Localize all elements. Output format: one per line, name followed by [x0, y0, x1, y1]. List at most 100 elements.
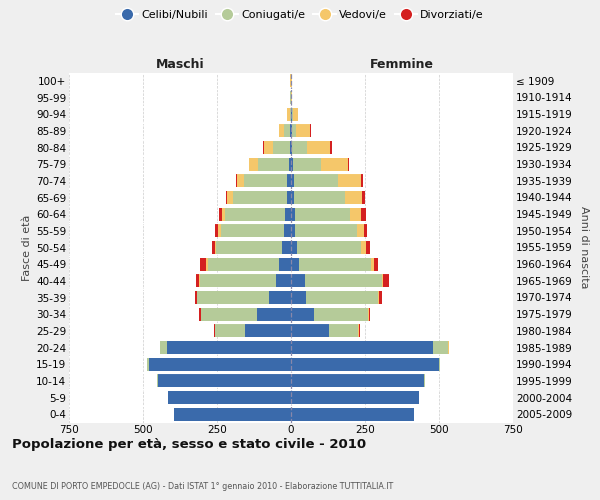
Bar — [149, 358, 291, 370]
Bar — [368, 308, 370, 320]
Bar — [291, 208, 295, 220]
Bar — [215, 324, 245, 338]
Bar — [364, 224, 367, 237]
Bar — [215, 224, 218, 237]
Bar — [307, 291, 378, 304]
Bar — [244, 174, 287, 188]
Bar — [291, 258, 299, 270]
Bar — [215, 241, 217, 254]
Bar — [361, 174, 363, 188]
Bar — [206, 258, 208, 270]
Bar — [291, 241, 297, 254]
Text: Popolazione per età, sesso e stato civile - 2010: Popolazione per età, sesso e stato civil… — [12, 438, 366, 451]
Bar — [202, 308, 257, 320]
Bar — [291, 291, 307, 304]
Bar — [366, 241, 370, 254]
Bar — [168, 391, 291, 404]
Bar — [379, 291, 382, 304]
Bar — [278, 124, 284, 138]
Bar — [199, 308, 201, 320]
Bar — [307, 141, 331, 154]
Bar — [290, 141, 291, 154]
Bar — [295, 208, 350, 220]
Bar — [284, 224, 291, 237]
Bar — [291, 158, 293, 170]
Bar — [195, 291, 197, 304]
Bar — [245, 324, 291, 338]
Bar — [433, 341, 448, 354]
Bar — [439, 358, 440, 370]
Bar — [292, 141, 307, 154]
Bar — [293, 158, 322, 170]
Bar — [167, 341, 291, 354]
Bar — [287, 108, 290, 120]
Y-axis label: Fasce di età: Fasce di età — [22, 214, 32, 280]
Bar — [208, 258, 279, 270]
Bar — [147, 358, 149, 370]
Bar — [257, 158, 289, 170]
Bar — [219, 208, 222, 220]
Bar — [362, 191, 365, 204]
Bar — [291, 374, 424, 388]
Bar — [291, 224, 295, 237]
Bar — [338, 174, 361, 188]
Bar — [287, 174, 291, 188]
Bar — [276, 274, 291, 287]
Bar — [226, 191, 227, 204]
Bar — [322, 158, 347, 170]
Bar — [197, 291, 269, 304]
Bar — [174, 408, 291, 420]
Bar — [217, 241, 282, 254]
Bar — [291, 358, 439, 370]
Bar — [291, 408, 414, 420]
Bar — [212, 241, 215, 254]
Bar — [374, 258, 379, 270]
Bar — [314, 308, 368, 320]
Bar — [273, 141, 290, 154]
Bar — [237, 174, 244, 188]
Text: Femmine: Femmine — [370, 58, 434, 71]
Bar — [291, 341, 433, 354]
Bar — [293, 108, 298, 120]
Bar — [291, 91, 292, 104]
Bar — [378, 291, 379, 304]
Bar — [227, 191, 233, 204]
Bar — [290, 108, 291, 120]
Bar — [294, 191, 345, 204]
Bar — [331, 141, 332, 154]
Bar — [295, 224, 357, 237]
Bar — [289, 158, 291, 170]
Bar — [383, 274, 389, 287]
Bar — [291, 274, 305, 287]
Bar — [257, 308, 291, 320]
Bar — [282, 241, 291, 254]
Bar — [292, 108, 293, 120]
Bar — [291, 324, 329, 338]
Text: Maschi: Maschi — [155, 58, 205, 71]
Bar — [347, 158, 349, 170]
Bar — [291, 191, 294, 204]
Bar — [371, 258, 374, 270]
Bar — [291, 141, 292, 154]
Bar — [284, 124, 290, 138]
Bar — [361, 208, 366, 220]
Bar — [294, 174, 338, 188]
Bar — [382, 274, 383, 287]
Bar — [292, 124, 296, 138]
Bar — [299, 258, 371, 270]
Bar — [225, 208, 285, 220]
Bar — [160, 341, 167, 354]
Legend: Celibi/Nubili, Coniugati/e, Vedovi/e, Divorziati/e: Celibi/Nubili, Coniugati/e, Vedovi/e, Di… — [112, 6, 488, 25]
Bar — [296, 124, 310, 138]
Bar — [279, 258, 291, 270]
Bar — [285, 208, 291, 220]
Bar — [287, 191, 291, 204]
Bar — [218, 224, 221, 237]
Bar — [236, 174, 237, 188]
Bar — [361, 241, 366, 254]
Bar — [249, 158, 257, 170]
Bar — [291, 308, 314, 320]
Bar — [222, 208, 225, 220]
Bar — [291, 391, 419, 404]
Bar — [269, 291, 291, 304]
